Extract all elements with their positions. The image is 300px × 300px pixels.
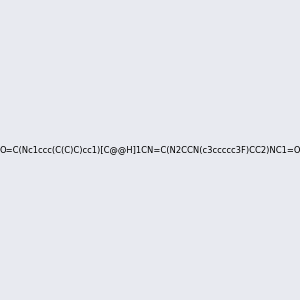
Text: O=C(Nc1ccc(C(C)C)cc1)[C@@H]1CN=C(N2CCN(c3ccccc3F)CC2)NC1=O: O=C(Nc1ccc(C(C)C)cc1)[C@@H]1CN=C(N2CCN(c… — [0, 146, 300, 154]
